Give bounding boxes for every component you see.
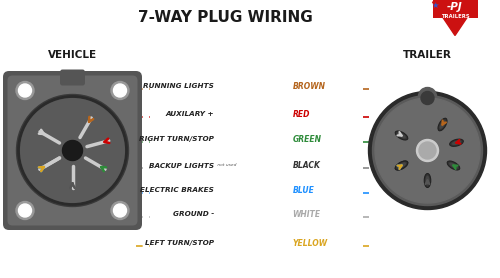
Text: 7-WAY PLUG WIRING: 7-WAY PLUG WIRING — [138, 11, 312, 26]
Ellipse shape — [395, 161, 408, 170]
Circle shape — [62, 140, 82, 160]
Ellipse shape — [447, 161, 460, 170]
Text: TRAILERS: TRAILERS — [440, 14, 470, 19]
Text: -PJ: -PJ — [447, 2, 463, 12]
Ellipse shape — [397, 133, 406, 138]
Ellipse shape — [438, 118, 447, 131]
Circle shape — [372, 96, 482, 205]
Text: BLUE: BLUE — [292, 186, 314, 195]
Ellipse shape — [395, 161, 408, 170]
Ellipse shape — [395, 131, 408, 140]
Circle shape — [111, 202, 129, 220]
Circle shape — [375, 98, 480, 203]
Circle shape — [416, 140, 438, 162]
Circle shape — [16, 95, 128, 207]
Text: RUNNING LIGHTS: RUNNING LIGHTS — [143, 83, 214, 90]
Circle shape — [421, 91, 434, 105]
Text: YELLOW: YELLOW — [292, 239, 328, 247]
Circle shape — [419, 142, 436, 159]
Text: ELECTRIC BRAKES: ELECTRIC BRAKES — [140, 187, 214, 193]
Ellipse shape — [397, 163, 406, 168]
Ellipse shape — [449, 163, 458, 168]
Circle shape — [114, 204, 126, 217]
Text: AUXILARY +: AUXILARY + — [166, 111, 214, 118]
Circle shape — [111, 81, 129, 100]
FancyBboxPatch shape — [432, 0, 478, 18]
Text: WHITE: WHITE — [292, 210, 320, 219]
Text: BACKUP LIGHTS: BACKUP LIGHTS — [149, 163, 214, 168]
Text: BLACK: BLACK — [292, 161, 320, 170]
Ellipse shape — [397, 163, 406, 168]
Ellipse shape — [450, 139, 464, 146]
Circle shape — [114, 84, 126, 97]
Text: TRAILER: TRAILER — [403, 51, 452, 61]
FancyBboxPatch shape — [8, 76, 138, 225]
Text: RIGHT TURN/STOP: RIGHT TURN/STOP — [139, 136, 214, 143]
Ellipse shape — [426, 176, 430, 185]
Ellipse shape — [424, 173, 431, 187]
Text: GROUND -: GROUND - — [173, 212, 214, 217]
Circle shape — [20, 98, 125, 203]
Circle shape — [16, 202, 34, 220]
Polygon shape — [432, 2, 478, 36]
Text: LEFT TURN/STOP: LEFT TURN/STOP — [145, 240, 214, 246]
FancyBboxPatch shape — [60, 70, 85, 86]
Text: GREEN: GREEN — [292, 135, 322, 144]
FancyBboxPatch shape — [3, 71, 142, 230]
Circle shape — [16, 81, 34, 100]
Circle shape — [418, 88, 436, 105]
Text: VEHICLE: VEHICLE — [48, 51, 97, 61]
Circle shape — [18, 84, 32, 97]
Ellipse shape — [452, 140, 461, 145]
Text: ★: ★ — [431, 1, 439, 9]
Ellipse shape — [440, 120, 446, 129]
Text: RED: RED — [292, 110, 310, 119]
Text: not used: not used — [216, 163, 236, 168]
Circle shape — [18, 204, 32, 217]
Circle shape — [368, 91, 486, 210]
Text: BROWN: BROWN — [292, 82, 326, 91]
